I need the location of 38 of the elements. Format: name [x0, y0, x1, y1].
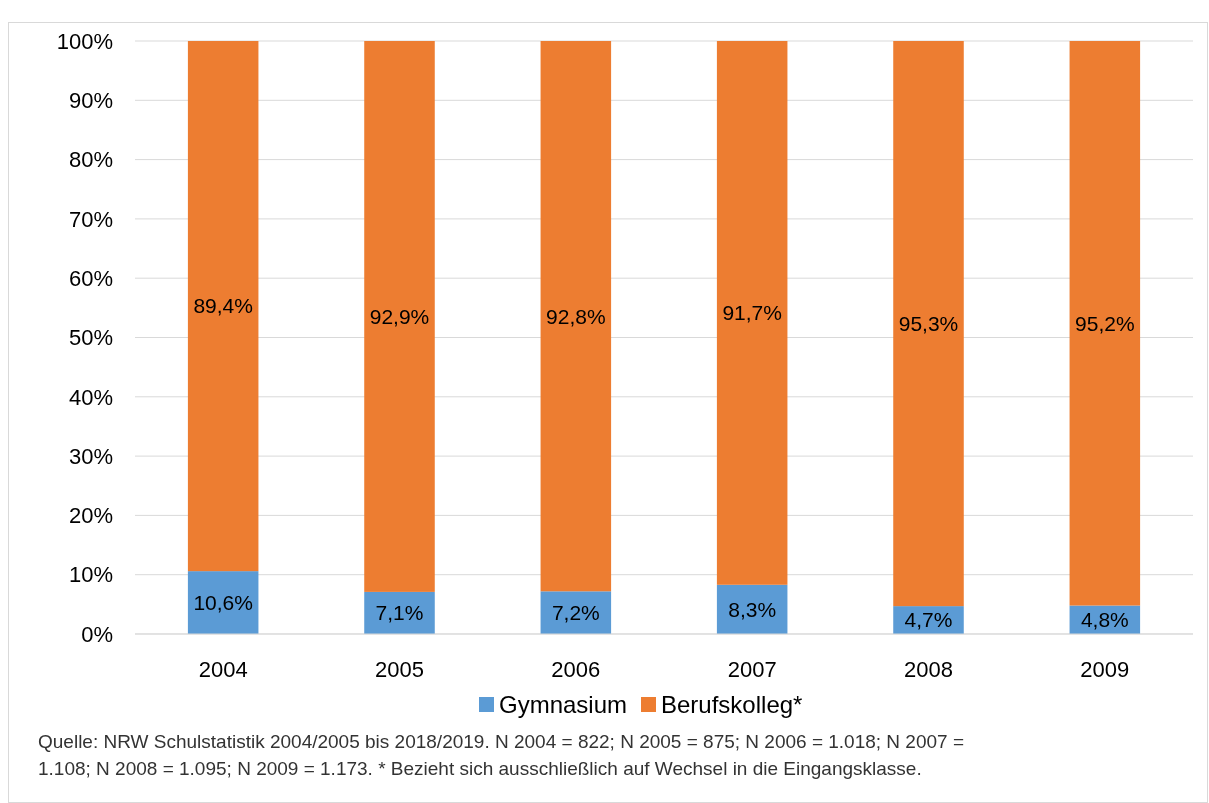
bar — [716, 41, 788, 585]
data-label: 7,1% — [375, 601, 424, 625]
x-tick-label: 2006 — [551, 656, 601, 682]
data-label: 4,8% — [1080, 608, 1129, 632]
legend-label: Berufskolleg* — [661, 691, 803, 719]
data-label: 7,2% — [551, 601, 600, 624]
x-tick-label: 2008 — [904, 656, 953, 682]
source-note: Quelle: NRW Schulstatistik 2004/2005 bis 2018/2019. N 2004 = 822; N 2005 = 875; N 2006 = 1.018; N 2007 = 1.108; N 2008 = 1.095; N 2009 = 1.173. * Bezieht sich ausschließlich auf Wechsel in die Eingangsklasse. — [38, 731, 964, 779]
y-tick-label: 60% — [68, 265, 113, 291]
y-tick-label: 90% — [68, 88, 113, 113]
y-tick-label: 10% — [68, 562, 113, 588]
x-tick-label: 2009 — [1080, 656, 1130, 682]
y-tick-label: 0% — [81, 621, 113, 647]
bar — [187, 41, 259, 572]
bar — [364, 41, 435, 592]
data-label: 95,2% — [1075, 311, 1135, 335]
bar — [893, 41, 964, 607]
y-tick-label: 40% — [68, 384, 113, 410]
bar — [1069, 41, 1141, 606]
legend-label: Gymnasium — [499, 691, 628, 719]
data-label: 89,4% — [193, 294, 253, 318]
y-tick-label: 80% — [68, 147, 113, 173]
data-label: 91,7% — [722, 301, 782, 325]
x-tick-label: 2007 — [727, 656, 777, 682]
data-label: 8,3% — [728, 597, 777, 621]
y-tick-label: 50% — [68, 325, 113, 351]
data-label: 95,3% — [898, 311, 959, 335]
data-label: 92,9% — [369, 304, 430, 328]
y-tick-label: 70% — [68, 206, 113, 232]
y-tick-label: 30% — [68, 443, 113, 469]
bar — [540, 41, 612, 592]
data-label: 4,7% — [904, 608, 953, 632]
data-label: 92,8% — [546, 304, 606, 328]
y-tick-label: 100% — [56, 28, 113, 54]
y-tick-label: 20% — [68, 503, 113, 529]
x-tick-label: 2004 — [198, 656, 248, 682]
data-label: 10,6% — [193, 590, 253, 614]
x-tick-label: 2005 — [375, 656, 424, 682]
